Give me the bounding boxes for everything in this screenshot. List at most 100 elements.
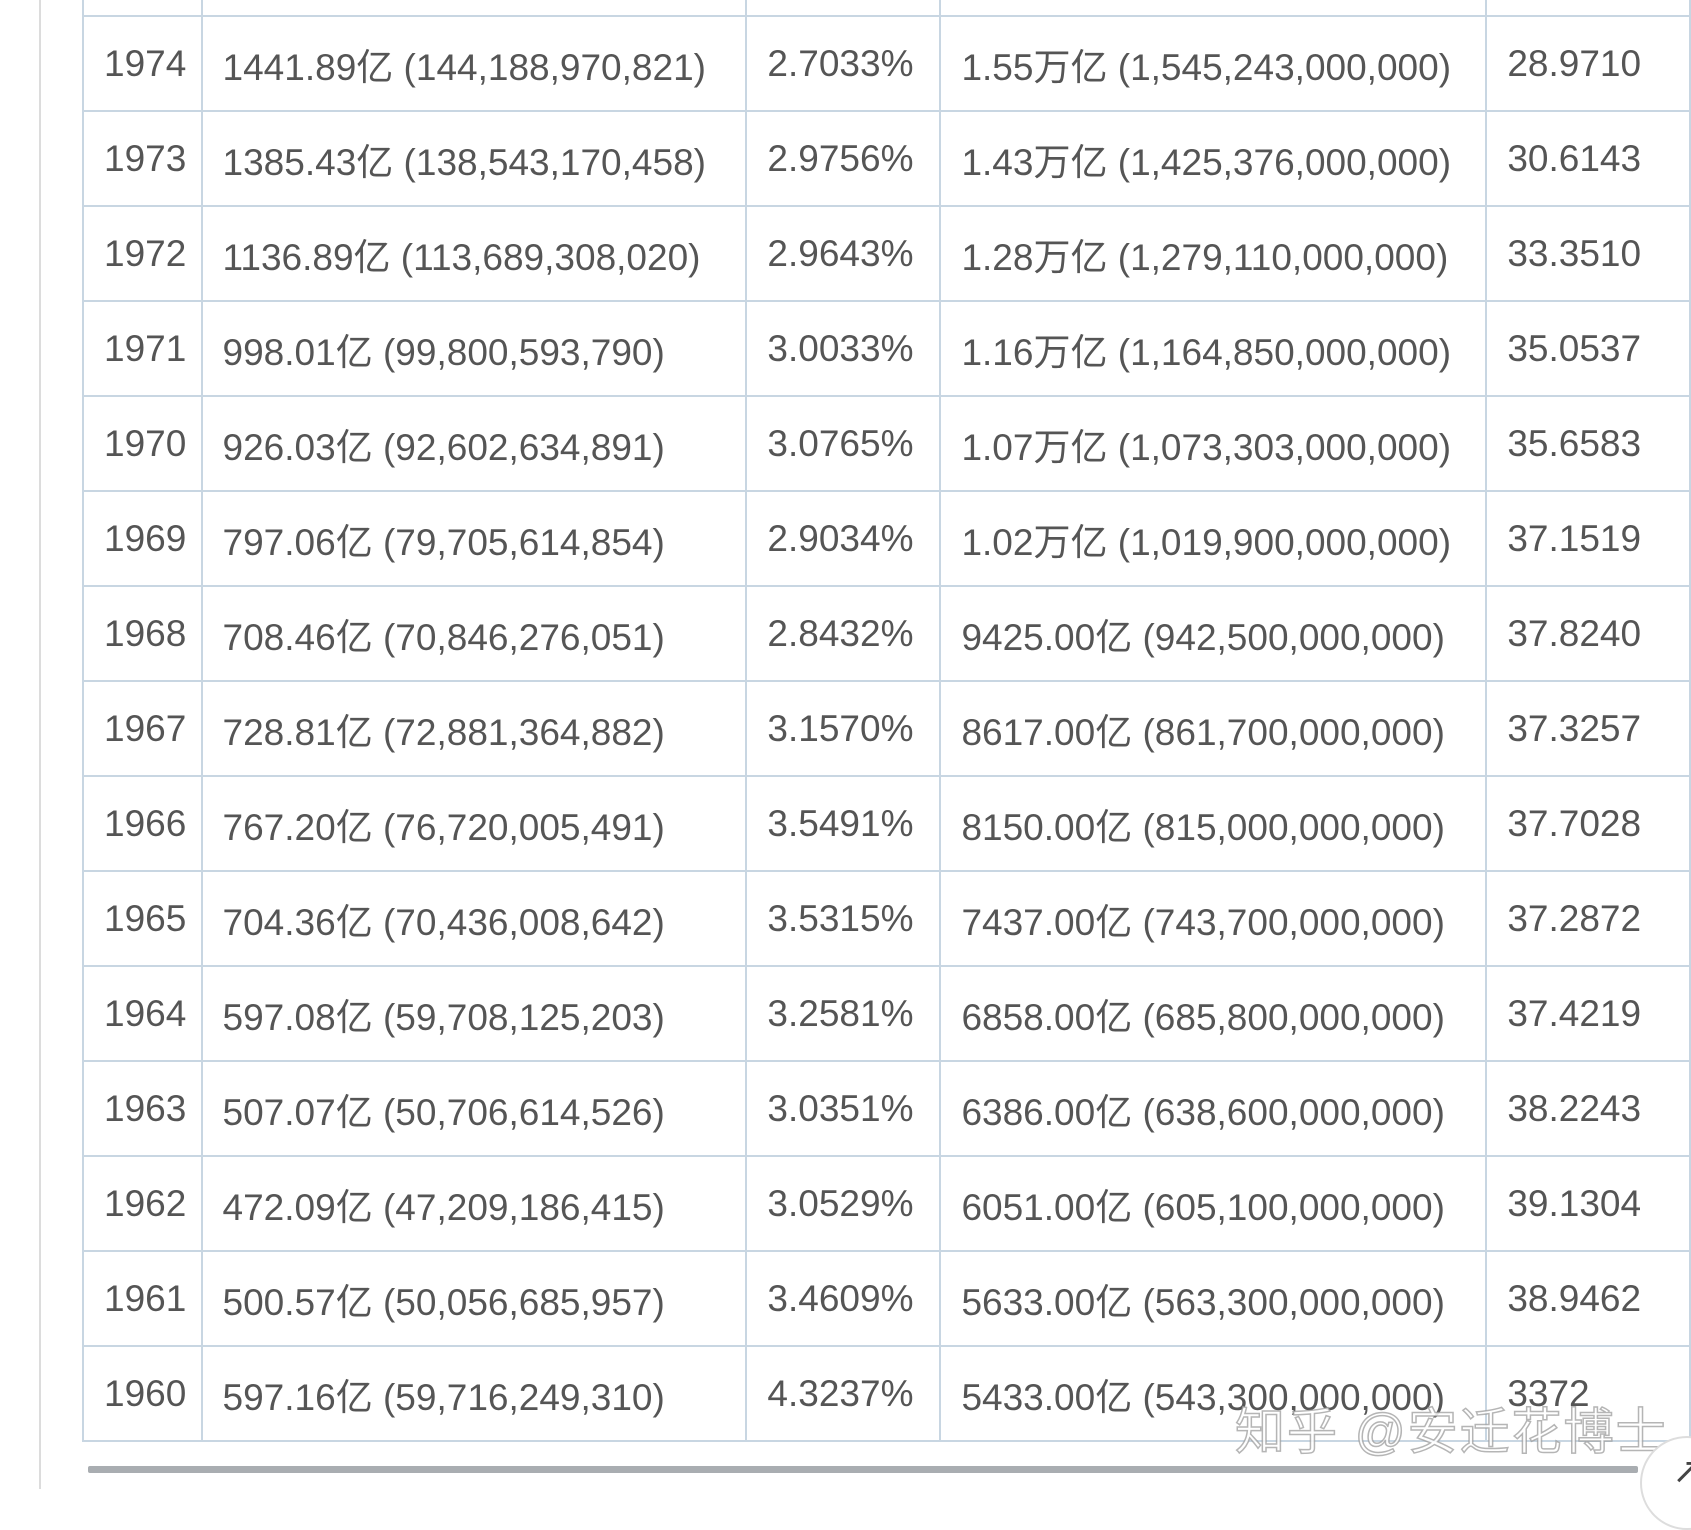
gdp-cell: 797.06亿 (79,705,614,854): [200, 490, 748, 587]
world-gdp-cell: 6386.00亿 (638,600,000,000): [939, 1060, 1488, 1157]
growth-cell: 2.9034%: [745, 490, 942, 587]
ratio-cell: 35.6583: [1485, 395, 1691, 492]
table-row: 1961 500.57亿 (50,056,685,957) 3.4609% 5633.…: [82, 1250, 1691, 1347]
horizontal-scrollbar[interactable]: [88, 1466, 1638, 1473]
growth-cell: 3.1570%: [745, 680, 942, 777]
world-gdp-cell: 5433.00亿 (543,300,000,000): [939, 1345, 1488, 1442]
growth-cell: 2.9756%: [745, 110, 942, 207]
page-border: [39, 0, 41, 1489]
year-cell: 1961: [82, 1250, 203, 1347]
year-cell: 1968: [82, 585, 203, 682]
table-row: 1964 597.08亿 (59,708,125,203) 3.2581% 6858.…: [82, 965, 1691, 1062]
world-gdp-cell: 1.28万亿 (1,279,110,000,000): [939, 205, 1488, 302]
ratio-cell: 37.3257: [1485, 680, 1691, 777]
gdp-table: 1974 1441.89亿 (144,188,970,821) 2.7033% 1.5…: [82, 0, 1691, 1442]
growth-cell: 3.0351%: [745, 1060, 942, 1157]
table-row: 1973 1385.43亿 (138,543,170,458) 2.9756% 1.4…: [82, 110, 1691, 207]
growth-cell: 2.7033%: [745, 15, 942, 112]
world-gdp-cell: [939, 0, 1488, 17]
year-cell: 1964: [82, 965, 203, 1062]
growth-cell: 3.4609%: [745, 1250, 942, 1347]
ratio-cell: [1485, 0, 1691, 17]
year-cell: 1974: [82, 15, 203, 112]
gdp-cell: 998.01亿 (99,800,593,790): [200, 300, 748, 397]
ratio-cell: 3372: [1485, 1345, 1691, 1442]
ratio-cell: 37.8240: [1485, 585, 1691, 682]
gdp-cell: 926.03亿 (92,602,634,891): [200, 395, 748, 492]
growth-cell: 2.9643%: [745, 205, 942, 302]
ratio-cell: 37.7028: [1485, 775, 1691, 872]
table-row: 1970 926.03亿 (92,602,634,891) 3.0765% 1.07万…: [82, 395, 1691, 492]
table-row: 1972 1136.89亿 (113,689,308,020) 2.9643% 1.2…: [82, 205, 1691, 302]
year-cell: 1973: [82, 110, 203, 207]
table-row: 1966 767.20亿 (76,720,005,491) 3.5491% 8150.…: [82, 775, 1691, 872]
table-row: 1960 597.16亿 (59,716,249,310) 4.3237% 5433.…: [82, 1345, 1691, 1442]
world-gdp-cell: 1.07万亿 (1,073,303,000,000): [939, 395, 1488, 492]
year-cell: 1967: [82, 680, 203, 777]
gdp-cell: [200, 0, 748, 17]
world-gdp-cell: 8617.00亿 (861,700,000,000): [939, 680, 1488, 777]
growth-cell: 3.2581%: [745, 965, 942, 1062]
gdp-cell: 708.46亿 (70,846,276,051): [200, 585, 748, 682]
table-row: 1974 1441.89亿 (144,188,970,821) 2.7033% 1.5…: [82, 15, 1691, 112]
world-gdp-cell: 7437.00亿 (743,700,000,000): [939, 870, 1488, 967]
world-gdp-cell: 1.16万亿 (1,164,850,000,000): [939, 300, 1488, 397]
year-cell: 1963: [82, 1060, 203, 1157]
gdp-cell: 597.08亿 (59,708,125,203): [200, 965, 748, 1062]
gdp-cell: 1441.89亿 (144,188,970,821): [200, 15, 748, 112]
table-row: 1969 797.06亿 (79,705,614,854) 2.9034% 1.02万…: [82, 490, 1691, 587]
table-row: 1967 728.81亿 (72,881,364,882) 3.1570% 8617.…: [82, 680, 1691, 777]
growth-cell: 3.0529%: [745, 1155, 942, 1252]
table-row: [82, 0, 1691, 17]
year-cell: 1969: [82, 490, 203, 587]
ratio-cell: 37.4219: [1485, 965, 1691, 1062]
world-gdp-cell: 1.02万亿 (1,019,900,000,000): [939, 490, 1488, 587]
arrow-icon: ↗: [1672, 1450, 1691, 1491]
year-cell: 1972: [82, 205, 203, 302]
growth-cell: 3.0765%: [745, 395, 942, 492]
gdp-cell: 507.07亿 (50,706,614,526): [200, 1060, 748, 1157]
ratio-cell: 28.9710: [1485, 15, 1691, 112]
ratio-cell: 39.1304: [1485, 1155, 1691, 1252]
ratio-cell: 38.9462: [1485, 1250, 1691, 1347]
gdp-cell: 500.57亿 (50,056,685,957): [200, 1250, 748, 1347]
year-cell: 1962: [82, 1155, 203, 1252]
table-row: 1968 708.46亿 (70,846,276,051) 2.8432% 9425.…: [82, 585, 1691, 682]
year-cell: 1971: [82, 300, 203, 397]
world-gdp-cell: 1.43万亿 (1,425,376,000,000): [939, 110, 1488, 207]
world-gdp-cell: 6858.00亿 (685,800,000,000): [939, 965, 1488, 1062]
growth-cell: 3.5315%: [745, 870, 942, 967]
ratio-cell: 30.6143: [1485, 110, 1691, 207]
gdp-cell: 704.36亿 (70,436,008,642): [200, 870, 748, 967]
year-cell: 1970: [82, 395, 203, 492]
gdp-cell: 597.16亿 (59,716,249,310): [200, 1345, 748, 1442]
year-cell: 1966: [82, 775, 203, 872]
year-cell: [82, 0, 203, 17]
growth-cell: 3.5491%: [745, 775, 942, 872]
gdp-cell: 728.81亿 (72,881,364,882): [200, 680, 748, 777]
ratio-cell: 37.2872: [1485, 870, 1691, 967]
table-row: 1971 998.01亿 (99,800,593,790) 3.0033% 1.16万…: [82, 300, 1691, 397]
gdp-cell: 767.20亿 (76,720,005,491): [200, 775, 748, 872]
year-cell: 1960: [82, 1345, 203, 1442]
gdp-cell: 472.09亿 (47,209,186,415): [200, 1155, 748, 1252]
growth-cell: [745, 0, 942, 17]
ratio-cell: 33.3510: [1485, 205, 1691, 302]
gdp-cell: 1136.89亿 (113,689,308,020): [200, 205, 748, 302]
growth-cell: 2.8432%: [745, 585, 942, 682]
watermark: 知乎 @安迁花博士: [1234, 1403, 1668, 1461]
data-table-container[interactable]: 1974 1441.89亿 (144,188,970,821) 2.7033% 1.5…: [82, 0, 1691, 1475]
growth-cell: 3.0033%: [745, 300, 942, 397]
table-row: 1963 507.07亿 (50,706,614,526) 3.0351% 6386.…: [82, 1060, 1691, 1157]
gdp-cell: 1385.43亿 (138,543,170,458): [200, 110, 748, 207]
ratio-cell: 38.2243: [1485, 1060, 1691, 1157]
year-cell: 1965: [82, 870, 203, 967]
growth-cell: 4.3237%: [745, 1345, 942, 1442]
ratio-cell: 35.0537: [1485, 300, 1691, 397]
world-gdp-cell: 8150.00亿 (815,000,000,000): [939, 775, 1488, 872]
table-row: 1965 704.36亿 (70,436,008,642) 3.5315% 7437.…: [82, 870, 1691, 967]
world-gdp-cell: 5633.00亿 (563,300,000,000): [939, 1250, 1488, 1347]
table-row: 1962 472.09亿 (47,209,186,415) 3.0529% 6051.…: [82, 1155, 1691, 1252]
world-gdp-cell: 9425.00亿 (942,500,000,000): [939, 585, 1488, 682]
world-gdp-cell: 6051.00亿 (605,100,000,000): [939, 1155, 1488, 1252]
